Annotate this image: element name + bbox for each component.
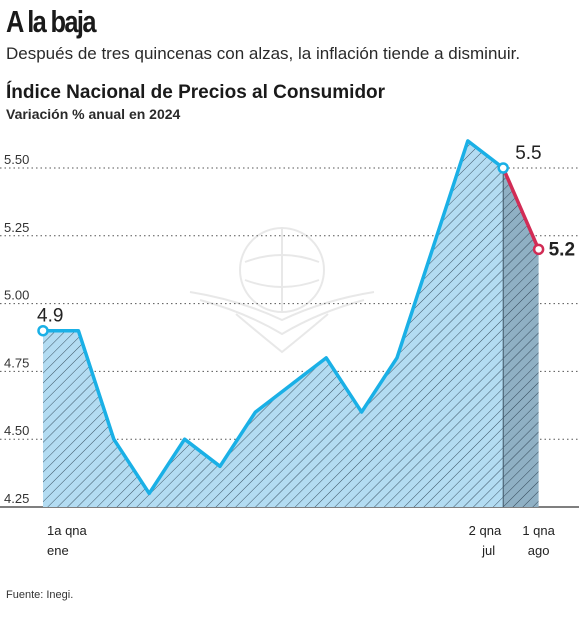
data-point (532, 243, 545, 256)
y-tick-label: 5.50 (4, 152, 29, 167)
chart-title: Índice Nacional de Precios al Consumidor (6, 82, 386, 103)
y-tick-label: 4.75 (4, 355, 29, 370)
data-point (497, 162, 509, 174)
series-lines (43, 139, 541, 496)
x-tick-label: 1a qna (47, 523, 88, 538)
area-main (43, 140, 504, 507)
y-tick-label: 4.50 (4, 423, 29, 438)
series-line-highlight (501, 167, 541, 251)
area-fill (43, 140, 539, 507)
data-label: 4.9 (37, 306, 63, 327)
x-tick-label: jul (481, 543, 495, 558)
y-axis-ticks: 4.25 4.50 4.75 5.00 5.25 5.50 (4, 152, 29, 506)
y-tick-label: 4.25 (4, 491, 29, 506)
x-tick-label: 2 qna (469, 523, 502, 538)
source-note: Fuente: Inegi. (6, 589, 74, 601)
series-line (43, 139, 505, 496)
data-point (37, 324, 49, 337)
subheadline: Después de tres quincenas con alzas, la … (6, 44, 521, 63)
watermark-seal-icon (189, 227, 375, 354)
data-label: 5.5 (515, 143, 541, 164)
y-tick-label: 5.00 (4, 288, 29, 303)
chart-subtitle: Variación % anual en 2024 (6, 106, 181, 122)
data-label: 5.2 (549, 239, 575, 260)
point-markers (37, 162, 545, 337)
x-axis-ticks: 1a qna ene 2 qna jul 1 qna ago (47, 523, 556, 558)
data-labels: 4.9 5.5 5.2 (37, 143, 575, 327)
headline: A la baja (6, 4, 97, 39)
x-tick-label: ago (528, 543, 550, 558)
x-tick-label: ene (47, 543, 69, 558)
x-tick-label: 1 qna (522, 523, 555, 538)
y-tick-label: 5.25 (4, 220, 29, 235)
area-highlight (503, 168, 539, 507)
